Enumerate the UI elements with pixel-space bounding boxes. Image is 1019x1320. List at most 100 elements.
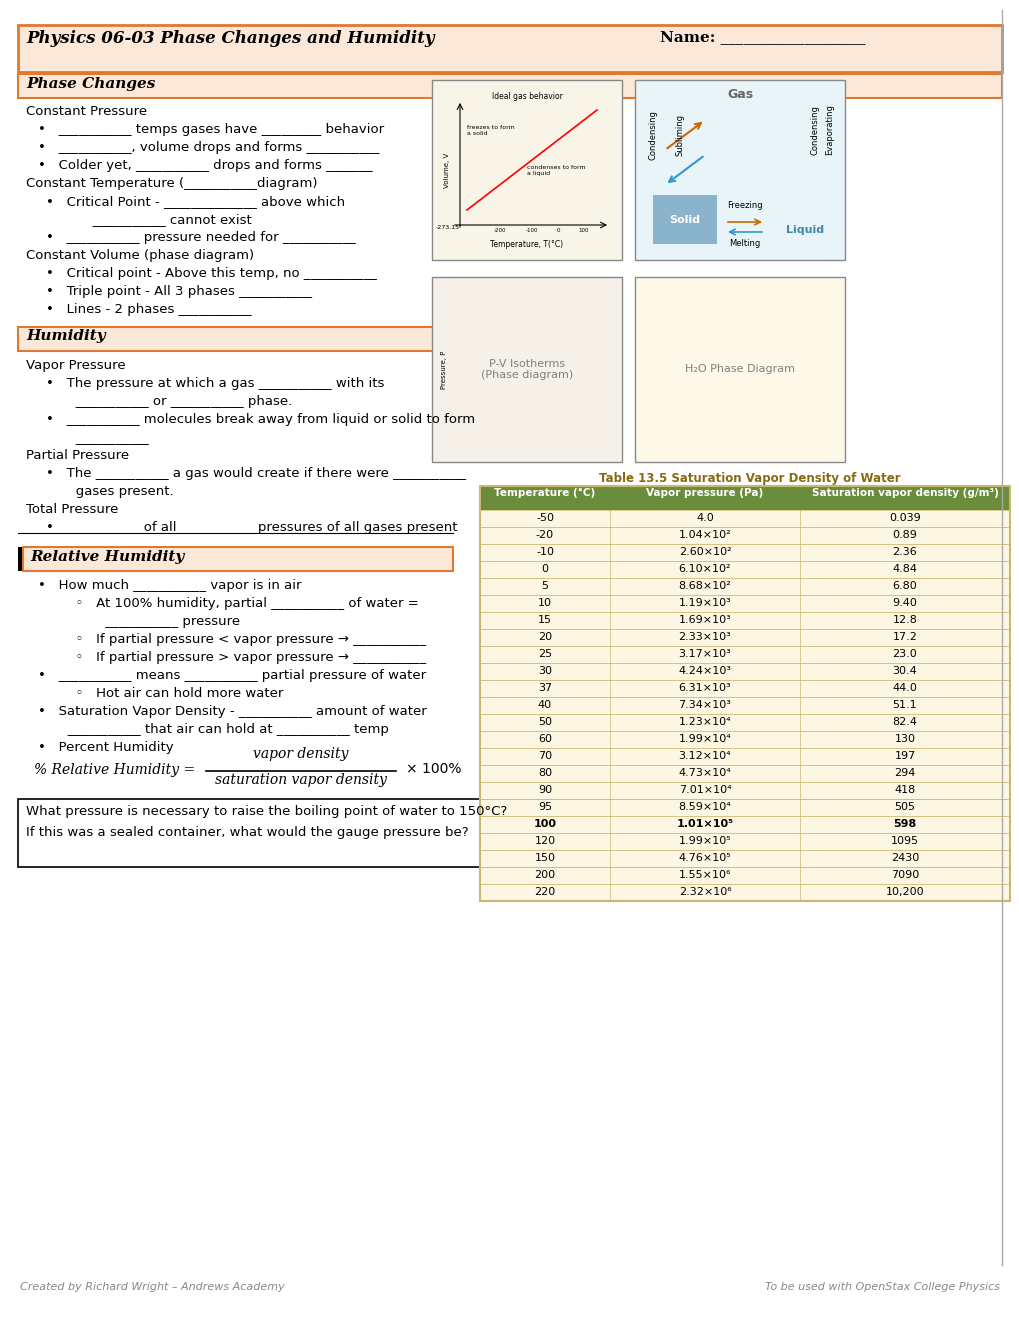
Text: 10,200: 10,200 xyxy=(884,887,923,898)
Text: ___________: ___________ xyxy=(46,432,149,444)
Text: 200: 200 xyxy=(534,870,555,880)
Bar xyxy=(480,486,1009,510)
Text: ◦   If partial pressure < vapor pressure → ___________: ◦ If partial pressure < vapor pressure →… xyxy=(50,634,426,645)
Bar xyxy=(480,833,1009,850)
Text: ___________ that air can hold at ___________ temp: ___________ that air can hold at _______… xyxy=(38,723,388,737)
Text: •   Triple point - All 3 phases ___________: • Triple point - All 3 phases __________… xyxy=(46,285,312,298)
Text: 1.55×10⁶: 1.55×10⁶ xyxy=(679,870,731,880)
Text: 1.19×10³: 1.19×10³ xyxy=(678,598,731,609)
Text: 8.59×10⁴: 8.59×10⁴ xyxy=(678,803,731,812)
FancyBboxPatch shape xyxy=(18,327,452,351)
Text: ◦   Hot air can hold more water: ◦ Hot air can hold more water xyxy=(50,686,283,700)
Text: 505: 505 xyxy=(894,803,915,812)
Text: Liquid: Liquid xyxy=(786,224,823,235)
Text: -20: -20 xyxy=(535,531,553,540)
Bar xyxy=(480,645,1009,663)
Bar xyxy=(480,714,1009,731)
Text: ___________ or ___________ phase.: ___________ or ___________ phase. xyxy=(46,395,292,408)
Text: Temperature, T(°C): Temperature, T(°C) xyxy=(490,240,564,249)
Text: 25: 25 xyxy=(537,649,551,659)
Text: 3.12×10⁴: 3.12×10⁴ xyxy=(678,751,731,762)
Text: Pressure, P: Pressure, P xyxy=(440,350,446,388)
Text: 12.8: 12.8 xyxy=(892,615,916,624)
Text: 6.80: 6.80 xyxy=(892,581,916,591)
Text: P-V Isotherms
(Phase diagram): P-V Isotherms (Phase diagram) xyxy=(480,359,573,380)
Text: 1.04×10²: 1.04×10² xyxy=(678,531,731,540)
Bar xyxy=(480,630,1009,645)
Text: 0.039: 0.039 xyxy=(889,513,920,523)
Text: 4.84: 4.84 xyxy=(892,564,917,574)
Text: 7.01×10⁴: 7.01×10⁴ xyxy=(678,785,731,795)
Text: 4.73×10⁴: 4.73×10⁴ xyxy=(678,768,731,777)
Text: •   ___________ molecules break away from liquid or solid to form: • ___________ molecules break away from … xyxy=(46,413,475,426)
Text: Condensing: Condensing xyxy=(810,106,818,154)
Bar xyxy=(480,544,1009,561)
Text: •   ___________ of all ___________ pressures of all gases present: • ___________ of all ___________ pressur… xyxy=(46,521,458,535)
Bar xyxy=(635,81,844,260)
Bar xyxy=(480,663,1009,680)
FancyBboxPatch shape xyxy=(18,799,1001,867)
Bar xyxy=(480,731,1009,748)
Text: 70: 70 xyxy=(537,751,551,762)
Text: •   Saturation Vapor Density - ___________ amount of water: • Saturation Vapor Density - ___________… xyxy=(38,705,426,718)
Text: 10: 10 xyxy=(537,598,551,609)
Text: freezes to form
a solid: freezes to form a solid xyxy=(467,125,515,136)
Text: •   Percent Humidity: • Percent Humidity xyxy=(38,741,173,754)
Text: Saturation vapor density (g/m³): Saturation vapor density (g/m³) xyxy=(811,488,998,498)
Text: What pressure is necessary to raise the boiling point of water to 150°C?
If this: What pressure is necessary to raise the … xyxy=(25,805,506,840)
Text: 294: 294 xyxy=(894,768,915,777)
Text: 418: 418 xyxy=(894,785,915,795)
Text: •   Colder yet, ___________ drops and forms _______: • Colder yet, ___________ drops and form… xyxy=(38,158,372,172)
Bar xyxy=(480,578,1009,595)
Text: Volume, V: Volume, V xyxy=(443,152,449,187)
Text: Partial Pressure: Partial Pressure xyxy=(25,449,129,462)
Text: 30.4: 30.4 xyxy=(892,667,916,676)
Text: 8.68×10²: 8.68×10² xyxy=(678,581,731,591)
Text: 60: 60 xyxy=(537,734,551,744)
Bar xyxy=(480,799,1009,816)
Text: •   ___________, volume drops and forms ___________: • ___________, volume drops and forms __… xyxy=(38,141,379,154)
Text: Physics 06-03 Phase Changes and Humidity: Physics 06-03 Phase Changes and Humidity xyxy=(25,30,434,48)
Text: ___________ cannot exist: ___________ cannot exist xyxy=(46,213,252,226)
Text: 37: 37 xyxy=(537,682,551,693)
Text: •   Critical point - Above this temp, no ___________: • Critical point - Above this temp, no _… xyxy=(46,267,376,280)
Text: -10: -10 xyxy=(535,546,553,557)
Text: Total Pressure: Total Pressure xyxy=(25,503,118,516)
Text: 598: 598 xyxy=(893,818,916,829)
Text: 15: 15 xyxy=(537,615,551,624)
Text: 82.4: 82.4 xyxy=(892,717,917,727)
Text: Vapor Pressure: Vapor Pressure xyxy=(25,359,125,372)
Text: vapor density: vapor density xyxy=(253,747,348,762)
Bar xyxy=(480,486,1009,902)
Text: 90: 90 xyxy=(537,785,551,795)
Bar xyxy=(480,680,1009,697)
Text: To be used with OpenStax College Physics: To be used with OpenStax College Physics xyxy=(764,1282,999,1292)
Text: Created by Richard Wright – Andrews Academy: Created by Richard Wright – Andrews Acad… xyxy=(20,1282,284,1292)
Bar xyxy=(635,277,844,462)
Text: gases present.: gases present. xyxy=(46,484,173,498)
Text: Relative Humidity: Relative Humidity xyxy=(30,550,184,564)
Text: -100: -100 xyxy=(525,228,538,234)
Text: 1.99×10⁵: 1.99×10⁵ xyxy=(678,836,731,846)
Text: 130: 130 xyxy=(894,734,915,744)
Text: 23.0: 23.0 xyxy=(892,649,916,659)
Bar xyxy=(480,766,1009,781)
Text: •   ___________ temps gases have _________ behavior: • ___________ temps gases have _________… xyxy=(38,123,384,136)
Text: 44.0: 44.0 xyxy=(892,682,916,693)
Text: 20: 20 xyxy=(537,632,551,642)
Text: •   How much ___________ vapor is in air: • How much ___________ vapor is in air xyxy=(38,579,302,591)
Text: 40: 40 xyxy=(537,700,551,710)
Text: 2.33×10³: 2.33×10³ xyxy=(678,632,731,642)
Text: 4.0: 4.0 xyxy=(695,513,713,523)
Bar xyxy=(480,781,1009,799)
Bar xyxy=(480,850,1009,867)
Text: 1.69×10³: 1.69×10³ xyxy=(678,615,731,624)
Text: 17.2: 17.2 xyxy=(892,632,916,642)
Text: saturation vapor density: saturation vapor density xyxy=(215,774,386,787)
Text: 5: 5 xyxy=(541,581,548,591)
FancyBboxPatch shape xyxy=(23,546,452,572)
Text: 100: 100 xyxy=(578,228,589,234)
Bar xyxy=(432,81,622,260)
Text: -273.15: -273.15 xyxy=(435,224,460,230)
Text: •   ___________ means ___________ partial pressure of water: • ___________ means ___________ partial … xyxy=(38,669,426,682)
